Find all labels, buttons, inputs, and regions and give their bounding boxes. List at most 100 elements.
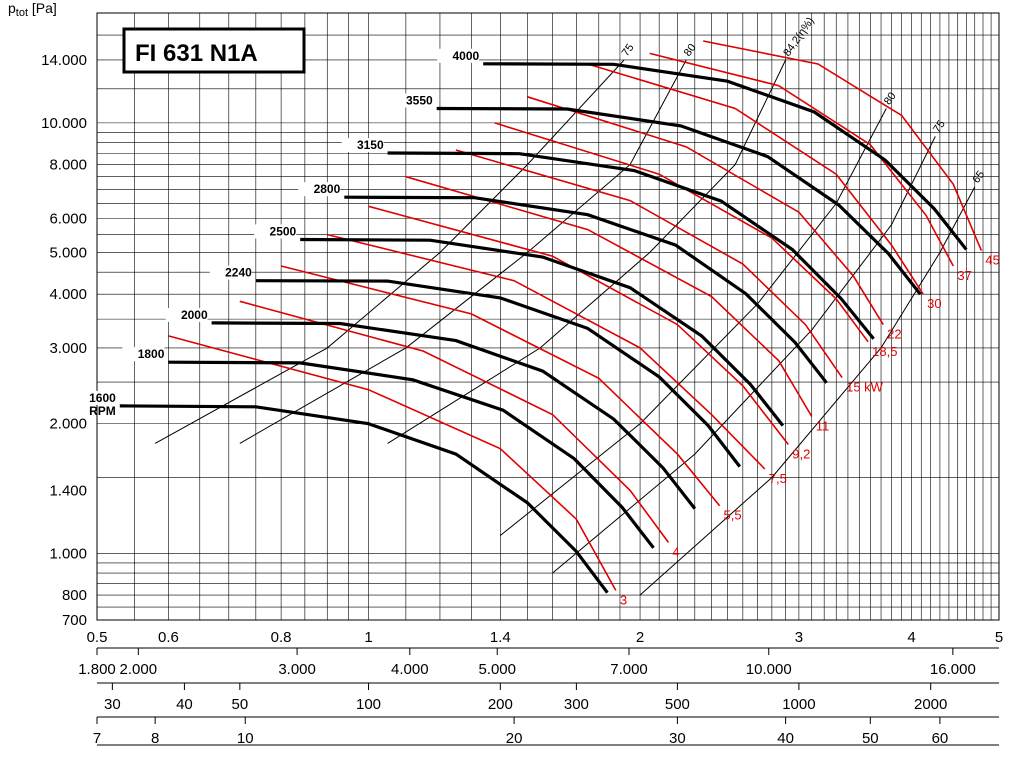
rpm-label: 4000 <box>452 49 479 63</box>
rpm-label: 3550 <box>406 93 433 107</box>
rpm-label-bg <box>122 347 165 362</box>
rpm-label: 2000 <box>181 308 208 322</box>
power-curve-label: 11 <box>816 418 830 433</box>
power-curve-label: 15 kW <box>846 380 884 395</box>
x-tick-label: 1 <box>364 629 372 646</box>
secondary-axis-tick-label: 30 <box>669 730 686 747</box>
x-tick-label: 2 <box>636 629 644 646</box>
secondary-axis-tick-label: 16.000 <box>930 661 976 678</box>
power-curve-label: 9,2 <box>792 446 810 461</box>
x-tick-label: 1.4 <box>490 629 511 646</box>
y-tick-label: 4.000 <box>49 286 87 303</box>
rpm-label-bg <box>341 138 384 153</box>
efficiency-label: 65 <box>970 169 987 186</box>
power-curve-label: 22 <box>887 327 901 342</box>
rpm-label-bg <box>73 390 116 405</box>
rpm-curve <box>119 404 609 594</box>
secondary-axis-tick-label: 500 <box>665 696 690 713</box>
rpm-curve <box>211 321 697 510</box>
secondary-axis-tick-label: 1000 <box>782 696 815 713</box>
y-axis-label-sub: tot <box>16 7 28 19</box>
rpm-label-bg <box>390 93 433 108</box>
chart-title-box: FI 631 N1A <box>122 27 306 74</box>
rpm-label: 1800 <box>138 347 165 361</box>
rpm-unit-label: RPM <box>89 404 116 418</box>
power-curve <box>239 300 670 543</box>
secondary-axis-tick-label: 30 <box>104 696 121 713</box>
secondary-axis-tick-label: 4.000 <box>391 661 429 678</box>
y-axis-label-unit: [Pa] <box>28 0 57 16</box>
rpm-curve <box>168 360 655 549</box>
rpm-curve <box>300 237 785 427</box>
y-tick-label: 10.000 <box>41 115 87 132</box>
power-curve-label: 3 <box>620 592 627 607</box>
efficiency-line <box>387 59 787 444</box>
x-tick-label: 4 <box>907 629 915 646</box>
secondary-axis-tick-label: 20 <box>506 730 523 747</box>
power-curve <box>168 335 617 591</box>
power-curve <box>405 175 813 417</box>
secondary-axis-tick-label: 60 <box>932 730 949 747</box>
power-curve-label: 45 <box>985 253 999 268</box>
rpm-label-bg <box>209 265 252 280</box>
y-axis-label: ptot [Pa] <box>8 0 57 19</box>
secondary-axis-tick-label: 10 <box>237 730 254 747</box>
secondary-axis-tick-label: 10.000 <box>746 661 792 678</box>
y-tick-label: 6.000 <box>49 210 87 227</box>
efficiency-label: 75 <box>620 42 637 59</box>
efficiency-label: 75 <box>931 118 948 135</box>
secondary-axis-tick-label: 300 <box>564 696 589 713</box>
y-axis-label-main: p <box>8 0 16 16</box>
rpm-curve <box>344 195 828 384</box>
power-curve <box>455 149 843 379</box>
power-curve-label: 5,5 <box>724 508 742 523</box>
y-tick-label: 1.400 <box>49 482 87 499</box>
rpm-label: 3150 <box>357 138 384 152</box>
rpm-curve <box>387 151 875 340</box>
x-tick-label: 0.8 <box>271 629 292 646</box>
rpm-label-bg <box>437 48 480 63</box>
secondary-axis-tick-label: 7 <box>93 730 101 747</box>
axes: 700 800 1.000 1.400 2.000 3.000 4.000 5.000 6.00… <box>41 52 1003 747</box>
secondary-axis-tick-label: 1.800 <box>78 661 116 678</box>
efficiency-label: 80 <box>682 42 699 59</box>
power-curve <box>649 52 955 267</box>
rpm-label-bg <box>165 307 208 322</box>
y-tick-label: 2.000 <box>49 416 87 433</box>
secondary-axis-tick-label: 8 <box>151 730 159 747</box>
x-tick-label: 0.6 <box>158 629 179 646</box>
secondary-axis-tick-label: 100 <box>356 696 381 713</box>
power-curve <box>327 233 766 470</box>
secondary-axis-tick-label: 200 <box>488 696 513 713</box>
power-curve-label: 30 <box>927 296 941 311</box>
secondary-axis-tick-label: 50 <box>862 730 879 747</box>
secondary-axis-tick-label: 3.000 <box>278 661 316 678</box>
x-tick-label: 0.5 <box>87 629 108 646</box>
rpm-label: 1600 <box>89 391 116 405</box>
efficiency-line <box>552 136 936 574</box>
power-curve <box>587 63 924 295</box>
rpm-label-bg <box>298 182 341 197</box>
y-tick-label: 700 <box>62 612 87 629</box>
power-curves: 3 4 5,5 7,5 9,2 11 15 kW 18,5 22 30 37 45 <box>168 40 1000 607</box>
rpm-curve <box>255 279 742 468</box>
y-tick-label: 1.000 <box>49 545 87 562</box>
power-curve-label: 7,5 <box>769 471 787 486</box>
secondary-axis-tick-label: 40 <box>777 730 794 747</box>
power-curve-label: 18,5 <box>872 344 897 359</box>
x-tick-label: 5 <box>995 629 1003 646</box>
rpm-label: 2500 <box>270 224 297 238</box>
y-tick-label: 14.000 <box>41 52 87 69</box>
rpm-label: 2240 <box>225 266 252 280</box>
rpm-curve <box>483 62 968 251</box>
y-tick-label: 5.000 <box>49 244 87 261</box>
secondary-axis-tick-label: 5.000 <box>478 661 516 678</box>
y-tick-label: 800 <box>62 587 87 604</box>
y-tick-label: 3.000 <box>49 340 87 357</box>
rpm-label-bg <box>254 224 297 239</box>
efficiency-label: 80 <box>882 90 899 107</box>
efficiency-line <box>154 59 625 444</box>
rpm-curve <box>436 106 922 296</box>
